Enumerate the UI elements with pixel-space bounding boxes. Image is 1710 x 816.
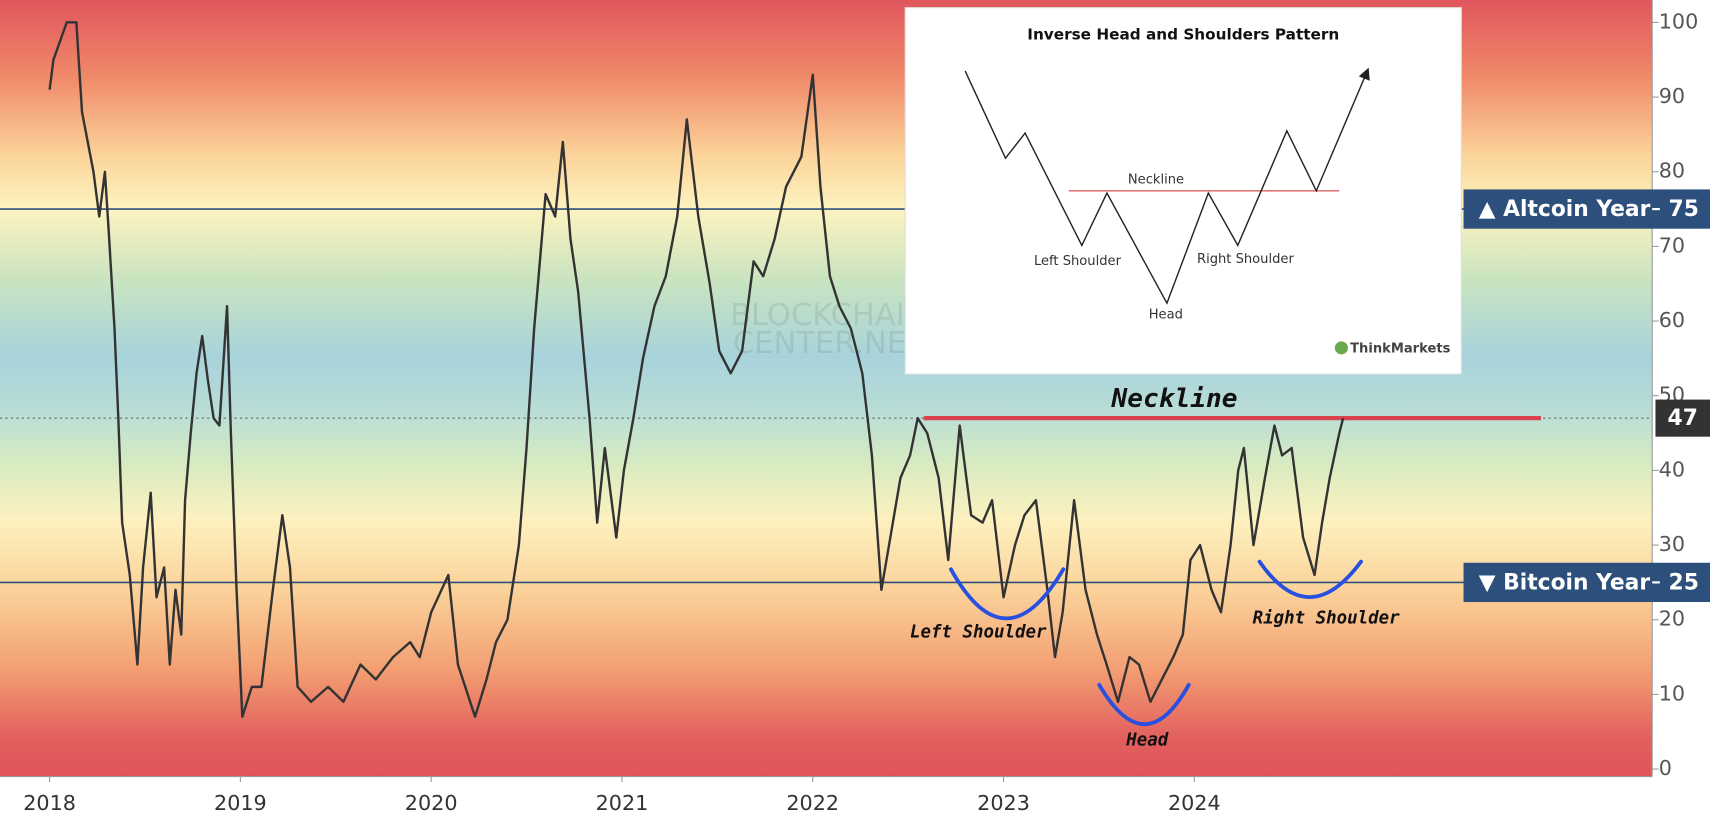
x-tick-label: 2023 <box>977 791 1030 815</box>
y-tick-label: 30 <box>1659 532 1685 556</box>
pattern-label: Head <box>1125 731 1168 751</box>
badge-value: 25 <box>1669 570 1699 595</box>
badge-label: ▼ Bitcoin Year <box>1479 570 1651 595</box>
y-tick-label: 60 <box>1659 308 1685 332</box>
pattern-curve <box>1097 682 1191 726</box>
badge <box>1463 562 1710 603</box>
x-tick-label: 2018 <box>23 791 76 815</box>
inset-title: Inverse Head and Shoulders Pattern <box>1027 25 1339 43</box>
x-tick-label: 2022 <box>786 791 839 815</box>
y-tick-label: 10 <box>1659 681 1685 705</box>
pattern-label: Right Shoulder <box>1253 608 1400 628</box>
inset-label: Head <box>1149 308 1183 323</box>
inset-label: Right Shoulder <box>1197 252 1294 267</box>
pattern-curve <box>949 567 1066 621</box>
value-badge <box>1655 399 1710 437</box>
pattern-curve <box>1257 559 1363 599</box>
badge <box>1463 189 1710 229</box>
y-tick-label: 70 <box>1659 233 1685 257</box>
inset-label: Neckline <box>1128 172 1184 187</box>
watermark: BLOCKCHAIN <box>730 298 927 333</box>
series-line <box>48 21 1345 718</box>
y-tick-label: 0 <box>1659 756 1672 780</box>
inset-pattern <box>964 70 1368 305</box>
value-badge-text: 47 <box>1668 406 1698 431</box>
y-tick-label: 90 <box>1659 84 1685 108</box>
brand-icon <box>1334 341 1348 355</box>
y-tick-label: 20 <box>1659 607 1685 631</box>
inset-label: Left Shoulder <box>1034 254 1122 269</box>
inset-brand: ThinkMarkets <box>1350 341 1450 356</box>
y-tick-label: 80 <box>1659 159 1685 183</box>
x-tick-label: 2021 <box>596 791 649 815</box>
x-tick-label: 2019 <box>214 791 267 815</box>
neckline-label: Neckline <box>1111 384 1238 414</box>
badge-value: 75 <box>1669 197 1699 222</box>
y-tick-label: 100 <box>1659 9 1699 33</box>
y-tick-label: 40 <box>1659 457 1685 481</box>
badge-label: ▲ Altcoin Year <box>1479 197 1651 222</box>
pattern-label: Left Shoulder <box>910 623 1047 643</box>
x-tick-label: 2020 <box>405 791 458 815</box>
x-tick-label: 2024 <box>1168 791 1221 815</box>
watermark: CENTER.NET <box>733 326 925 361</box>
inset: Inverse Head and Shoulders Pattern Neckli… <box>904 7 1462 375</box>
